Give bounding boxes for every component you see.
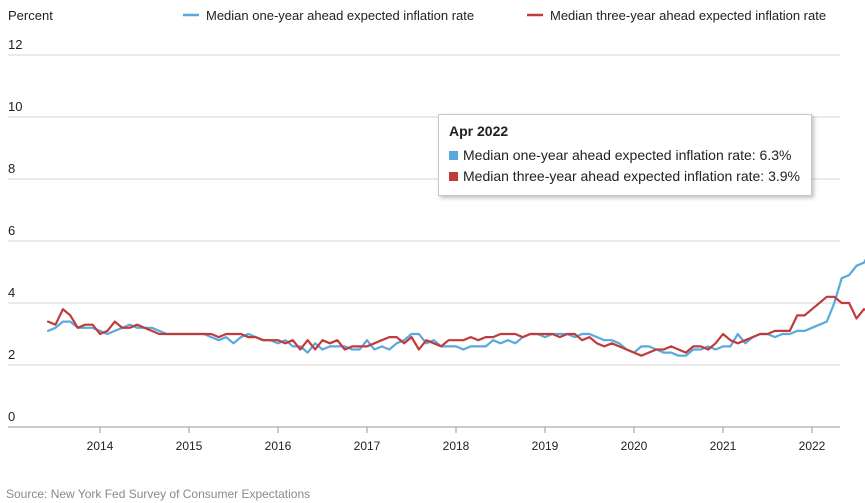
y-tick-label: 8 — [8, 161, 15, 176]
x-tick-label: 2022 — [799, 439, 826, 453]
tooltip-swatch-three-year — [449, 172, 458, 181]
legend: Median one-year ahead expected inflation… — [183, 8, 826, 23]
legend-label[interactable]: Median one-year ahead expected inflation… — [206, 8, 474, 23]
x-tick-label: 2021 — [710, 439, 737, 453]
x-tick-label: 2018 — [443, 439, 470, 453]
tooltip-swatch-one-year — [449, 151, 458, 160]
series-line — [46, 295, 865, 357]
x-tick-label: 2017 — [354, 439, 381, 453]
hover-tooltip: Apr 2022 Median one-year ahead expected … — [438, 114, 812, 196]
y-tick-label: 12 — [8, 37, 22, 52]
source-note: Source: New York Fed Survey of Consumer … — [6, 487, 311, 501]
y-tick-label: 4 — [8, 285, 15, 300]
y-tick-label: 0 — [8, 409, 15, 424]
series-line — [46, 258, 865, 357]
y-axis-label: Percent — [8, 8, 53, 23]
series-lines — [46, 258, 865, 357]
tooltip-title: Apr 2022 — [449, 123, 509, 139]
x-tick-label: 2019 — [532, 439, 559, 453]
y-tick-label: 10 — [8, 99, 22, 114]
y-tick-label: 6 — [8, 223, 15, 238]
x-tick-label: 2016 — [265, 439, 292, 453]
tooltip-row-one-year: Median one-year ahead expected inflation… — [449, 145, 801, 166]
grid-lines — [8, 54, 840, 428]
x-tick-label: 2014 — [87, 439, 114, 453]
x-tick-label: 2020 — [621, 439, 648, 453]
tooltip-row-three-year: Median three-year ahead expected inflati… — [449, 166, 801, 187]
y-tick-label: 2 — [8, 347, 15, 362]
x-tick-label: 2015 — [176, 439, 203, 453]
tooltip-text-one-year: Median one-year ahead expected inflation… — [463, 147, 792, 163]
axes: 0 2 4 6 8 10 12 2014 2015 2016 2017 2018 2019 2020 202… — [8, 37, 826, 453]
tooltip-text-three-year: Median three-year ahead expected inflati… — [463, 168, 800, 184]
legend-label[interactable]: Median three-year ahead expected inflati… — [550, 8, 826, 23]
